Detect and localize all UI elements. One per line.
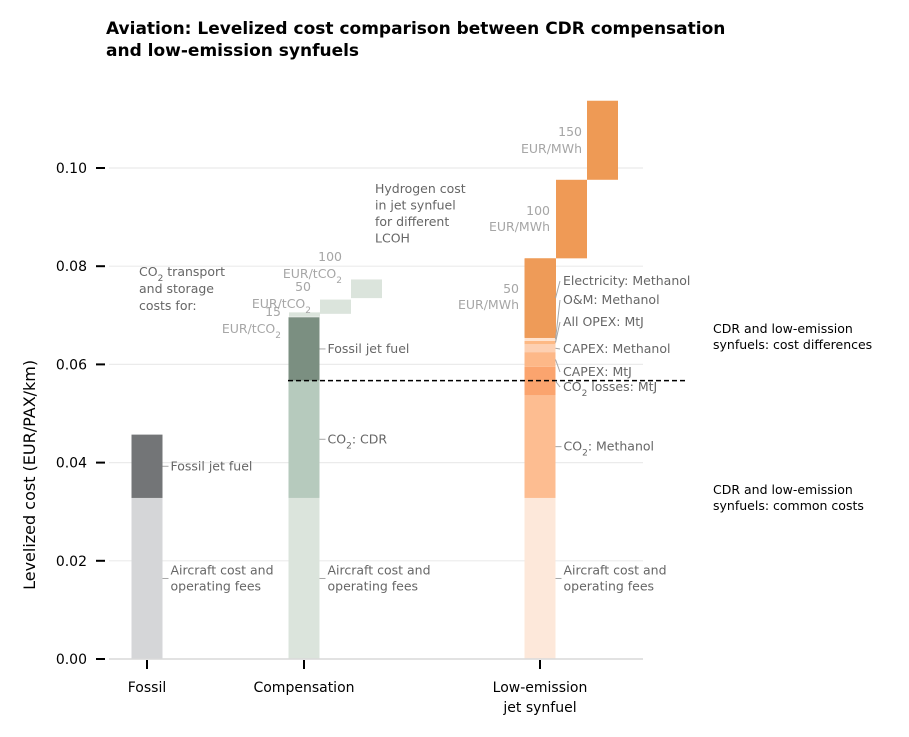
- hydrogen-variant-bar: [556, 179, 587, 259]
- leader-line: [555, 380, 561, 388]
- co2-transport-note-line-2: and storage: [139, 281, 214, 296]
- leader-line: [555, 347, 561, 350]
- hydrogen-note-line-1: Hydrogen cost: [375, 181, 466, 196]
- y-tick-label: 0.06: [56, 357, 87, 373]
- hydrogen-note-line-3: for different: [375, 214, 449, 229]
- segment-label: CAPEX: MtJ: [563, 364, 632, 379]
- segment-label: All OPEX: MtJ: [563, 314, 644, 329]
- segment-label: operating fees: [328, 578, 419, 593]
- segment-label: Electricity: Methanol: [563, 273, 690, 288]
- bar-segment: [131, 497, 163, 659]
- y-tick-label: 0.04: [56, 456, 87, 472]
- bar-segment: [524, 395, 556, 498]
- hydrogen-variant-value: 100: [526, 203, 550, 218]
- chart-title-line-1: Aviation: Levelized cost comparison betw…: [106, 19, 725, 39]
- hydrogen-note-line-2: in jet synfuel: [375, 198, 456, 213]
- bar-segment: [524, 352, 556, 367]
- hydrogen-variant-unit: EUR/MWh: [489, 219, 550, 234]
- bar-segment: [288, 497, 320, 659]
- hydrogen-variant-unit: EUR/MWh: [521, 141, 582, 156]
- x-tick-label: Low-emission: [493, 680, 588, 696]
- y-tick-label: 0.10: [56, 161, 87, 177]
- hydrogen-variant-bar: [587, 100, 618, 180]
- bar-segment: [524, 340, 556, 345]
- side-note-common-costs-line-1: CDR and low-emission: [713, 482, 853, 497]
- segment-label: CO2: Methanol: [564, 439, 655, 459]
- transport-variant-value: 15: [265, 304, 281, 319]
- side-note-cost-differences-line-1: CDR and low-emission: [713, 321, 853, 336]
- segment-label: CAPEX: Methanol: [563, 341, 670, 356]
- hydrogen-variant-unit: EUR/MWh: [458, 297, 519, 312]
- bar-segments: [131, 258, 686, 659]
- transport-variant-bar: [320, 299, 351, 314]
- co2-transport-note-line-1: CO2 transport: [139, 264, 225, 284]
- y-tick-label: 0.08: [56, 259, 87, 275]
- leader-line: [555, 321, 561, 343]
- bar-segment: [524, 337, 556, 341]
- y-tick-label: 0.00: [56, 652, 87, 668]
- segment-label: Fossil jet fuel: [171, 458, 253, 473]
- axes: 0.00 0.02 0.04 0.06 0.08 0.10 Levelized cost (…: [20, 161, 643, 716]
- transport-variant-bar: [351, 279, 382, 299]
- leader-line: [555, 359, 561, 373]
- x-tick-label: Fossil: [128, 680, 167, 696]
- co2-transport-note-line-3: costs for:: [139, 298, 197, 313]
- bar-segment: [288, 380, 320, 498]
- side-note-cost-differences-line-2: synfuels: cost differences: [713, 337, 872, 352]
- segment-label: CO2: CDR: [328, 431, 388, 451]
- segment-label: operating fees: [171, 578, 262, 593]
- transport-variant-value: 50: [295, 279, 311, 294]
- transport-variant-bar: [289, 312, 320, 317]
- y-axis-label: Levelized cost (EUR/PAX/km): [20, 360, 39, 590]
- x-tick-label: jet synfuel: [502, 700, 576, 716]
- hydrogen-variant-bar: [525, 258, 556, 338]
- segment-label: Fossil jet fuel: [328, 341, 410, 356]
- bar-segment: [131, 434, 163, 498]
- transport-variant-unit: EUR/tCO2: [222, 321, 281, 341]
- bar-segment: [288, 317, 320, 381]
- transport-variant-unit: EUR/tCO2: [252, 296, 311, 316]
- hydrogen-note-line-4: LCOH: [375, 231, 410, 246]
- leader-line: [555, 299, 561, 340]
- leader-line: [555, 280, 561, 299]
- bar-segment: [524, 344, 556, 353]
- segment-label: O&M: Methanol: [563, 292, 660, 307]
- transport-variant-value: 100: [318, 249, 342, 264]
- x-tick-label: Compensation: [253, 680, 354, 696]
- bar-segment: [524, 497, 556, 659]
- y-tick-label: 0.02: [56, 554, 87, 570]
- chart-title-line-2: and low-emission synfuels: [106, 41, 359, 61]
- segment-label: operating fees: [564, 578, 655, 593]
- hydrogen-variant-value: 50: [503, 281, 519, 296]
- segment-label: Aircraft cost and: [171, 562, 274, 577]
- hydrogen-variant-value: 150: [558, 124, 582, 139]
- side-note-common-costs-line-2: synfuels: common costs: [713, 498, 864, 513]
- segment-label: Aircraft cost and: [328, 562, 431, 577]
- segment-label: CO2 losses: MtJ: [563, 379, 657, 399]
- segment-label: Aircraft cost and: [564, 562, 667, 577]
- transport-variant-unit: EUR/tCO2: [283, 266, 342, 286]
